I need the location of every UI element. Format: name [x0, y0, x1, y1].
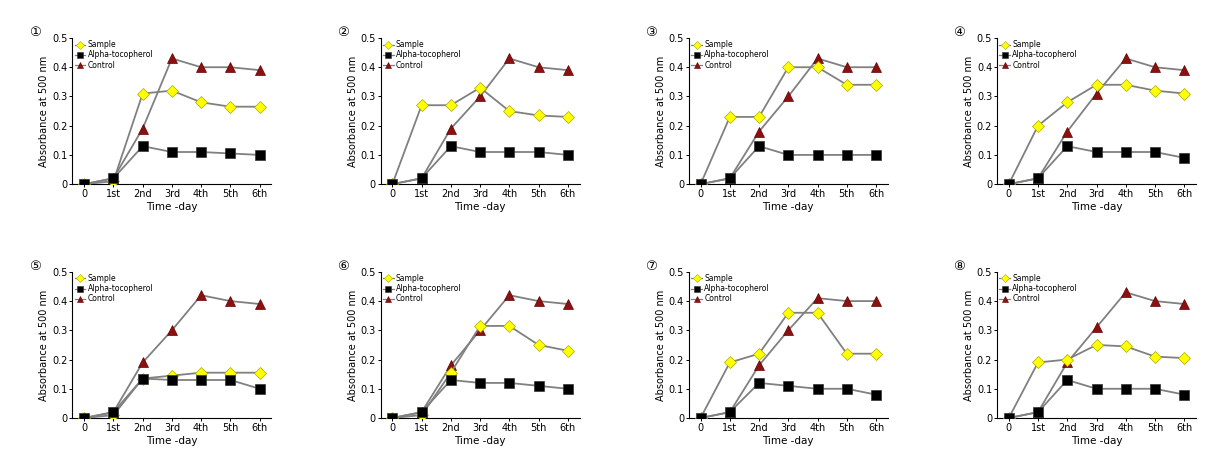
Text: ⑤: ⑤ [29, 260, 41, 273]
Legend: Sample, Alpha-tocopherol, Control: Sample, Alpha-tocopherol, Control [999, 39, 1079, 70]
Text: ③: ③ [645, 26, 657, 39]
Text: ⑦: ⑦ [645, 260, 657, 273]
Y-axis label: Absorbance at 500 nm: Absorbance at 500 nm [656, 56, 666, 167]
Legend: Sample, Alpha-tocopherol, Control: Sample, Alpha-tocopherol, Control [691, 39, 771, 70]
Y-axis label: Absorbance at 500 nm: Absorbance at 500 nm [964, 289, 974, 400]
Y-axis label: Absorbance at 500 nm: Absorbance at 500 nm [348, 56, 358, 167]
Legend: Sample, Alpha-tocopherol, Control: Sample, Alpha-tocopherol, Control [74, 39, 155, 70]
X-axis label: Time -day: Time -day [1070, 202, 1122, 212]
Legend: Sample, Alpha-tocopherol, Control: Sample, Alpha-tocopherol, Control [74, 274, 155, 304]
Legend: Sample, Alpha-tocopherol, Control: Sample, Alpha-tocopherol, Control [382, 39, 463, 70]
X-axis label: Time -day: Time -day [762, 436, 814, 446]
Text: ②: ② [337, 26, 349, 39]
Legend: Sample, Alpha-tocopherol, Control: Sample, Alpha-tocopherol, Control [691, 274, 771, 304]
X-axis label: Time -day: Time -day [454, 202, 506, 212]
X-axis label: Time -day: Time -day [454, 436, 506, 446]
Text: ①: ① [29, 26, 41, 39]
Y-axis label: Absorbance at 500 nm: Absorbance at 500 nm [964, 56, 974, 167]
Y-axis label: Absorbance at 500 nm: Absorbance at 500 nm [40, 56, 50, 167]
X-axis label: Time -day: Time -day [146, 436, 198, 446]
Y-axis label: Absorbance at 500 nm: Absorbance at 500 nm [40, 289, 50, 400]
Legend: Sample, Alpha-tocopherol, Control: Sample, Alpha-tocopherol, Control [382, 274, 463, 304]
X-axis label: Time -day: Time -day [1070, 436, 1122, 446]
Text: ⑥: ⑥ [337, 260, 349, 273]
Text: ④: ④ [953, 26, 965, 39]
Text: ⑧: ⑧ [953, 260, 965, 273]
Legend: Sample, Alpha-tocopherol, Control: Sample, Alpha-tocopherol, Control [999, 274, 1079, 304]
X-axis label: Time -day: Time -day [762, 202, 814, 212]
Y-axis label: Absorbance at 500 nm: Absorbance at 500 nm [656, 289, 666, 400]
Y-axis label: Absorbance at 500 nm: Absorbance at 500 nm [348, 289, 358, 400]
X-axis label: Time -day: Time -day [146, 202, 198, 212]
